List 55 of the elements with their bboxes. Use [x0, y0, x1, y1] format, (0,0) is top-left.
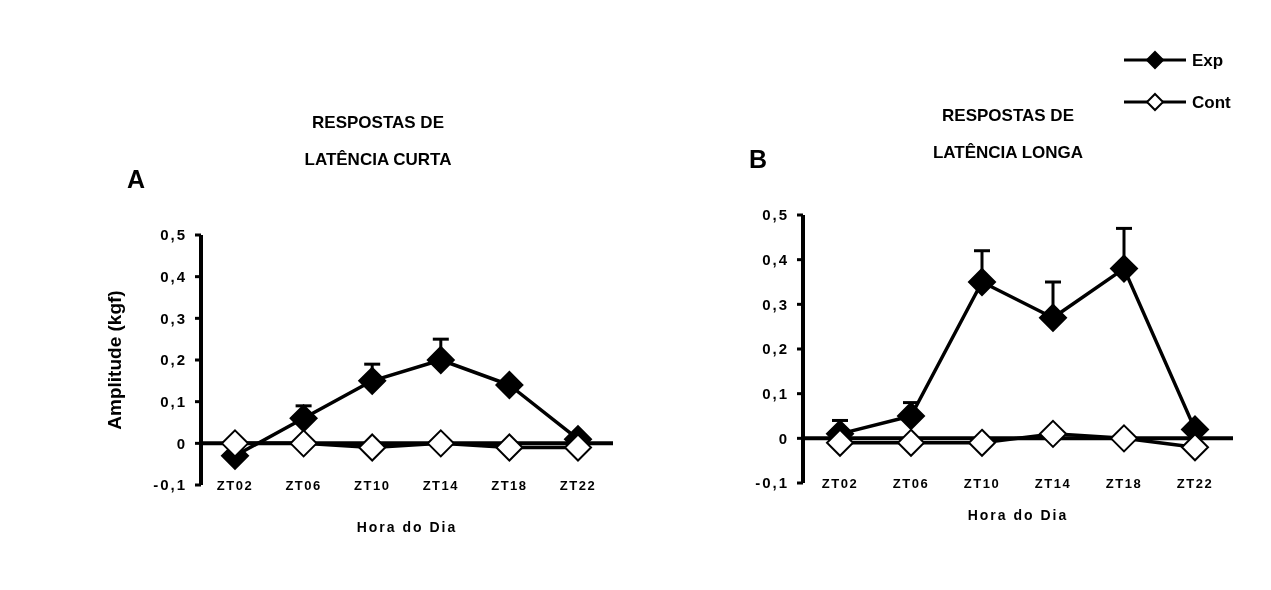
point	[289, 404, 318, 433]
y-tick-label: -0,1	[153, 476, 187, 494]
x-tick-label: ZT18	[491, 477, 528, 493]
point	[426, 429, 455, 458]
y-tick-label: 0,5	[160, 226, 187, 244]
x-axis-title: Hora do Dia	[967, 507, 1069, 523]
y-tick-label: 0,5	[762, 206, 789, 224]
text: A	[126, 165, 146, 193]
chart-title: RESPOSTAS DE LATÊNCIA CURTA	[304, 113, 452, 169]
point	[897, 402, 925, 430]
x-tick-label: ZT22	[559, 477, 597, 493]
x-axis-title: Hora do Dia	[356, 519, 458, 535]
point	[289, 429, 318, 458]
x-tick-label: ZT22	[1176, 475, 1214, 491]
point	[1110, 424, 1138, 453]
point	[826, 428, 854, 457]
x-tick-label: ZT10	[963, 475, 1001, 491]
point	[358, 433, 387, 462]
x-tick-label: ZT10	[354, 477, 391, 493]
legend-label: Cont	[1192, 92, 1232, 112]
y-tick-label: 0,2	[160, 351, 187, 369]
y-tick-label: 0,2	[762, 340, 789, 358]
x-tick-label: ZT18	[1105, 475, 1143, 491]
point	[1039, 303, 1067, 332]
y-tick-label: 0,3	[160, 309, 187, 327]
point	[897, 428, 925, 457]
text: B	[748, 145, 768, 173]
y-tick-label: 0,4	[160, 267, 187, 285]
y-tick-label: 0	[176, 434, 187, 452]
point	[495, 433, 524, 462]
y-tick-label: 0,1	[762, 384, 789, 402]
x-tick-label: ZT14	[422, 477, 459, 493]
y-axis-title: Amplitude (kgf)	[104, 290, 125, 430]
chart-title: RESPOSTAS DE LATÊNCIA LONGA	[932, 106, 1084, 162]
point	[426, 346, 455, 374]
point	[1039, 419, 1067, 448]
point	[358, 366, 387, 395]
y-tick-label: 0,1	[160, 392, 187, 410]
point	[1181, 433, 1209, 462]
legend-label: Exp	[1192, 50, 1224, 70]
y-tick-label: 0,3	[762, 295, 789, 313]
point	[1110, 254, 1138, 283]
point	[221, 429, 249, 458]
point	[495, 371, 524, 399]
x-tick-label: ZT06	[285, 477, 322, 493]
y-tick-label: 0,4	[762, 250, 789, 268]
x-tick-label: ZT02	[821, 475, 859, 491]
x-tick-label: ZT14	[1034, 475, 1072, 491]
x-tick-label: ZT06	[892, 475, 930, 491]
y-tick-label: 0	[778, 429, 789, 447]
point	[968, 268, 996, 296]
x-tick-label: ZT02	[216, 477, 254, 493]
point	[968, 428, 996, 457]
y-tick-label: -0,1	[755, 474, 789, 492]
point	[564, 433, 592, 462]
